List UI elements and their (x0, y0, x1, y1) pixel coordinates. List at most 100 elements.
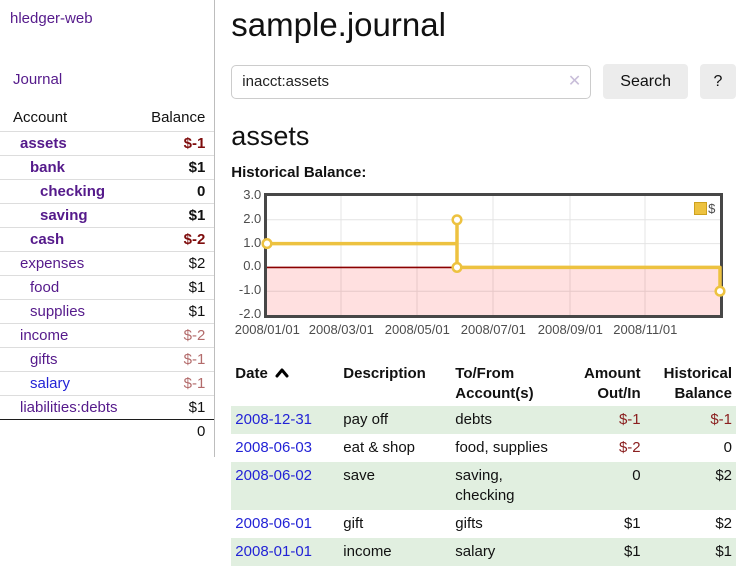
account-row-assets: assets $-1 (0, 131, 215, 156)
legend-label: $ (708, 201, 716, 216)
transaction-accounts: salary (455, 543, 496, 560)
x-tick: 2008/03/01 (308, 322, 374, 337)
x-tick: 2008/09/01 (537, 322, 603, 337)
balance-series-line (267, 219, 723, 292)
search-button[interactable]: Search (603, 64, 688, 99)
accounts-header-balance: Balance (151, 109, 206, 126)
search-form: ✕ Search ? (231, 64, 736, 99)
report-account-title: assets (231, 121, 310, 151)
transaction-accounts: saving, checking (455, 467, 515, 504)
account-balance-assets: $-1 (130, 131, 215, 156)
account-balance-expenses: $2 (130, 251, 215, 276)
transaction-accounts: gifts (455, 515, 483, 532)
app-window: hledger-web Journal Account Balance asse… (0, 0, 742, 566)
transaction-accounts: food, supplies (455, 439, 548, 456)
chart-legend: $ (694, 201, 715, 216)
transaction-date-link[interactable]: 2008-01-01 (235, 543, 313, 560)
y-tick: 1.0 (243, 235, 262, 250)
transaction-description: gift (343, 515, 364, 532)
transaction-amount: $1 (623, 515, 641, 532)
y-tick: 3.0 (243, 187, 262, 202)
account-row-gifts: gifts $-1 (0, 347, 215, 372)
transaction-row: 2008-01-01 income salary $1 $1 (231, 538, 736, 566)
transaction-description: eat & shop (343, 439, 416, 456)
transaction-amount: $-2 (618, 439, 641, 456)
transaction-date-link[interactable]: 2008-12-31 (235, 411, 313, 428)
account-row-cash: cash $-2 (0, 227, 215, 252)
account-balance-cash: $-2 (130, 227, 215, 252)
accounts-header-account: Account (13, 109, 68, 126)
y-tick: 0.0 (243, 258, 262, 273)
account-balance-salary: $-1 (130, 371, 215, 396)
historical-balance-chart: $ 3.0 2.0 1.0 0.0 -1.0 -2.0 2008/01/01 2… (235, 187, 726, 337)
page-title: sample.journal (231, 6, 446, 43)
search-input[interactable] (231, 64, 592, 99)
account-link-checking[interactable]: checking (40, 183, 106, 200)
negative-region (267, 267, 721, 315)
account-balance-income: $-2 (130, 323, 215, 348)
account-link-liabilities-debts[interactable]: liabilities:debts (20, 399, 118, 416)
main-content: sample.journal ✕ Search ? assets Histori… (215, 0, 742, 566)
accounts-table: Account Balance assets $-1 bank $1 check… (0, 106, 215, 443)
sort-ascending-icon (275, 368, 289, 378)
column-header-date[interactable]: Date (231, 362, 339, 406)
column-header-amount: Amount Out/In (583, 365, 641, 402)
transaction-row: 2008-06-02 save saving, checking 0 $2 (231, 462, 736, 510)
sidebar-item-journal[interactable]: Journal (13, 71, 63, 88)
account-link-salary[interactable]: salary (30, 375, 71, 392)
transaction-amount: $1 (623, 543, 641, 560)
account-row-supplies: supplies $1 (0, 299, 215, 324)
account-row-liabilities-debts: liabilities:debts $1 (0, 395, 215, 420)
y-tick: 2.0 (243, 211, 262, 226)
register-table: Date Description To/From Account(s) Amou… (231, 362, 736, 566)
sidebar: hledger-web Journal Account Balance asse… (0, 0, 216, 457)
transaction-balance: $-1 (710, 411, 732, 428)
transaction-description: pay off (343, 411, 389, 428)
account-balance-saving: $1 (130, 203, 215, 228)
account-row-salary: salary $-1 (0, 371, 215, 396)
account-row-saving: saving $1 (0, 203, 215, 228)
account-link-saving[interactable]: saving (40, 207, 88, 224)
account-balance-gifts: $-1 (130, 347, 215, 372)
accounts-total-value: 0 (130, 419, 215, 443)
account-link-gifts[interactable]: gifts (30, 351, 58, 368)
transaction-description: income (343, 543, 392, 560)
chart-canvas (261, 196, 726, 315)
account-link-expenses[interactable]: expenses (20, 255, 85, 272)
brand-link[interactable]: hledger-web (10, 10, 93, 27)
transaction-balance: 0 (723, 439, 732, 456)
account-link-food[interactable]: food (30, 279, 60, 296)
account-link-bank[interactable]: bank (30, 159, 66, 176)
account-row-food: food $1 (0, 275, 215, 300)
transaction-date-link[interactable]: 2008-06-02 (235, 467, 313, 484)
transaction-row: 2008-12-31 pay off debts $-1 $-1 (231, 406, 736, 434)
column-header-balance: Historical Balance (663, 365, 732, 402)
account-balance-checking: 0 (130, 179, 215, 204)
account-link-assets[interactable]: assets (20, 135, 67, 152)
account-link-income[interactable]: income (20, 327, 69, 344)
clear-search-icon[interactable]: ✕ (567, 72, 582, 90)
transaction-date-link[interactable]: 2008-06-03 (235, 439, 313, 456)
accounts-total-row: 0 (0, 419, 215, 443)
account-balance-supplies: $1 (130, 299, 215, 324)
x-tick: 2008/07/01 (460, 322, 526, 337)
account-link-supplies[interactable]: supplies (30, 303, 86, 320)
x-tick: 2008/11/01 (613, 322, 678, 337)
y-tick: -2.0 (238, 306, 262, 321)
column-header-accounts: To/From Account(s) (455, 365, 534, 402)
transaction-date-link[interactable]: 2008-06-01 (235, 515, 313, 532)
transaction-row: 2008-06-03 eat & shop food, supplies $-2… (231, 434, 736, 462)
account-balance-bank: $1 (130, 155, 215, 180)
account-row-income: income $-2 (0, 323, 215, 348)
data-point-markers (261, 214, 726, 297)
account-link-cash[interactable]: cash (30, 231, 65, 248)
help-button[interactable]: ? (700, 64, 736, 99)
transaction-balance: $2 (715, 467, 732, 484)
x-tick: 2008/05/01 (384, 322, 450, 337)
account-row-expenses: expenses $2 (0, 251, 215, 276)
chart-title: Historical Balance: (231, 164, 367, 181)
account-balance-food: $1 (130, 275, 215, 300)
account-balance-liabilities-debts: $1 (130, 395, 215, 420)
chart-plot-area: $ 3.0 2.0 1.0 0.0 -1.0 -2.0 2008/01/01 2… (235, 187, 726, 337)
search-box: ✕ (231, 64, 592, 99)
